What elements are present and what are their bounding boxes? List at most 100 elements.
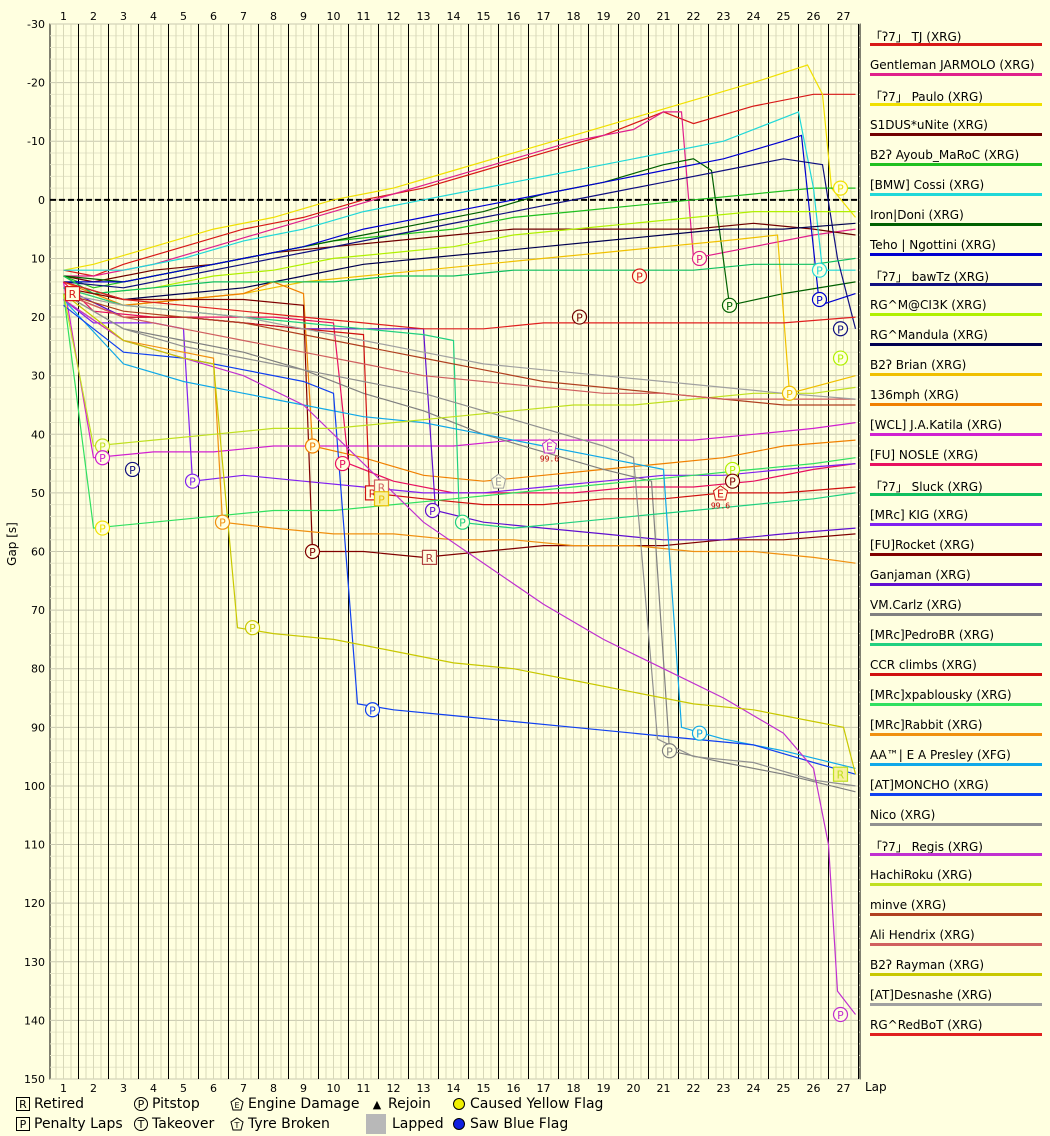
legend-label: Iron|Doni (XRG)	[870, 208, 964, 222]
legend-swatch	[870, 973, 1042, 976]
marker-label: P	[816, 265, 823, 278]
y-tick-label: 130	[24, 956, 45, 969]
pitstop-marker	[781, 385, 798, 401]
legend-item: Teho | Ngottini (XRG)	[866, 236, 1042, 266]
legend-label: 136mph (XRG)	[870, 388, 959, 402]
x-tick-label: 2	[90, 1082, 97, 1095]
x-tick-label: 8	[270, 1082, 277, 1095]
legend-label: B2ʔ Rayman (XRG)	[870, 958, 985, 972]
x-tick-label: 24	[747, 10, 761, 23]
legend-swatch	[870, 583, 1042, 586]
x-tick-label: 11	[357, 1082, 371, 1095]
legend-item: 「ʔ7」 Paulo (XRG)	[866, 86, 1042, 116]
penalty-icon: P	[16, 1117, 30, 1131]
legend-label: VM.Carlz (XRG)	[870, 598, 962, 612]
annotations: 99.6 99.6	[540, 455, 730, 511]
annotation-text: 99.6	[711, 502, 730, 511]
legend: 「ʔ7」 TJ (XRG) Gentleman JARMOLO (XRG) 「ʔ7」…	[866, 26, 1042, 1046]
engine-marker	[712, 485, 729, 501]
marker-label: E	[546, 441, 553, 454]
x-tick-label: 8	[270, 10, 277, 23]
key-rejoin: ▲ Rejoin	[370, 1096, 431, 1112]
series-line	[63, 222, 856, 283]
x-tick-label: 25	[777, 10, 791, 23]
legend-item: [FU] NOSLE (XRG)	[866, 446, 1042, 476]
marker-label: P	[726, 300, 733, 313]
legend-label: [AT]MONCHO (XRG)	[870, 778, 989, 792]
marker-label: P	[816, 294, 823, 307]
x-tick-label: 25	[777, 1082, 791, 1095]
y-tick-label: 90	[31, 721, 45, 734]
legend-item: Ganjaman (XRG)	[866, 566, 1042, 596]
x-tick-label: 10	[327, 10, 341, 23]
key-yellow: Caused Yellow Flag	[452, 1096, 603, 1112]
pitstop-marker	[811, 291, 828, 308]
legend-label: RG^Mandula (XRG)	[870, 328, 988, 342]
pitstop-marker	[364, 702, 381, 718]
legend-item: RG^M@CI3K (XRG)	[866, 296, 1042, 326]
legend-label: [FU] NOSLE (XRG)	[870, 448, 979, 462]
y-tick-label: 40	[31, 428, 45, 441]
x-axis-ticks-bottom: 1 2 3 4 5 6 7 8 9 10 11 12 13 14 15 16 17 18 19 20 21 22 23 24 2…	[60, 1082, 851, 1095]
annotation-text: 99.6	[540, 455, 559, 464]
series-line	[63, 134, 856, 307]
y-axis-ticks: -30 -20 -10 0 10 20 30 40 50 60 70 80 90 100 110 120 130…	[24, 18, 45, 1086]
x-tick-label: 26	[807, 1082, 821, 1095]
marker-label: P	[729, 476, 736, 489]
series-line	[63, 293, 857, 775]
series-line	[63, 299, 856, 1015]
key-takeover-label: Takeover	[152, 1116, 215, 1132]
y-tick-label: 60	[31, 546, 45, 559]
x-axis-ticks-top: 1 2 3 4 5 6 7 8 9 10 11 12 13 14 15 16 17 18 19 20 21 22 23 24 2…	[60, 10, 851, 23]
y-tick-label: 100	[24, 780, 45, 793]
x-tick-label: 5	[180, 1082, 187, 1095]
marker-label: P	[786, 388, 793, 401]
x-tick-label: 17	[537, 10, 551, 23]
series-line	[63, 64, 856, 271]
pitstop-marker	[724, 473, 741, 489]
engine-damage-icon: E	[230, 1097, 244, 1111]
marker-label: E	[717, 487, 724, 500]
legend-swatch	[870, 373, 1042, 376]
legend-swatch	[870, 523, 1042, 526]
legend-item: 「ʔ7」 Regis (XRG)	[866, 836, 1042, 866]
series-line	[63, 293, 856, 400]
legend-label: [FU]Rocket (XRG)	[870, 538, 975, 552]
y-tick-label: 10	[31, 252, 45, 265]
legend-item: [AT]MONCHO (XRG)	[866, 776, 1042, 806]
legend-item: 「ʔ7」 TJ (XRG)	[866, 26, 1042, 56]
x-tick-label: 24	[747, 1082, 761, 1095]
legend-swatch	[870, 913, 1042, 916]
legend-label: B2ʔ Brian (XRG)	[870, 358, 967, 372]
marker-label: P	[99, 441, 106, 454]
legend-swatch	[870, 1033, 1042, 1036]
legend-swatch	[870, 133, 1042, 136]
legend-item: Iron|Doni (XRG)	[866, 206, 1042, 236]
x-tick-label: 13	[417, 10, 431, 23]
legend-label: CCR climbs (XRG)	[870, 658, 977, 672]
x-tick-label: 27	[837, 10, 851, 23]
legend-item: Ali Hendrix (XRG)	[866, 926, 1042, 956]
legend-swatch	[870, 643, 1042, 646]
retired-marker	[64, 286, 81, 302]
marker-label: P	[309, 546, 316, 559]
pitstop-marker	[304, 438, 321, 454]
marker-label: P	[309, 441, 316, 454]
x-tick-label: 3	[120, 10, 127, 23]
legend-swatch	[870, 463, 1042, 466]
legend-item: [MRc]xpablousky (XRG)	[866, 686, 1042, 716]
series-line	[63, 299, 856, 769]
key-tyre-label: Tyre Broken	[248, 1116, 330, 1132]
marker-label: P	[99, 452, 106, 465]
legend-label: RG^M@CI3K (XRG)	[870, 298, 987, 312]
legend-item: RG^Mandula (XRG)	[866, 326, 1042, 356]
series-line	[63, 293, 856, 787]
penalty-marker	[832, 766, 849, 782]
marker-label: P	[369, 704, 376, 717]
legend-swatch	[870, 613, 1042, 616]
legend-item: [BMW] Cossi (XRG)	[866, 176, 1042, 206]
legend-item: B2ʔ Brian (XRG)	[866, 356, 1042, 386]
legend-swatch	[870, 223, 1042, 226]
x-tick-label: 18	[567, 1082, 581, 1095]
x-tick-label: 19	[597, 1082, 611, 1095]
